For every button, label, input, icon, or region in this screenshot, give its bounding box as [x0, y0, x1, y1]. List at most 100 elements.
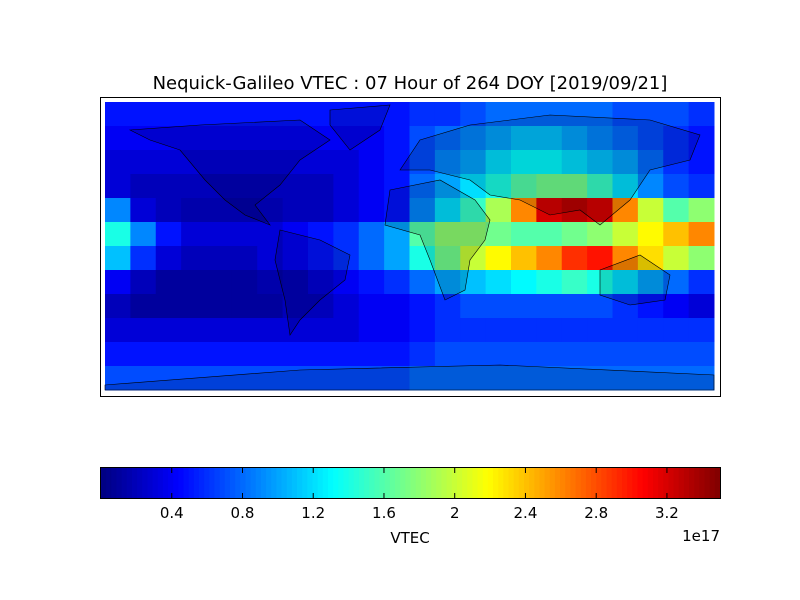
colorbar-swatch	[410, 468, 417, 498]
heatmap-cell	[206, 294, 233, 319]
heatmap-cell	[130, 174, 157, 199]
heatmap-cell	[637, 222, 664, 247]
heatmap-cell	[460, 102, 487, 127]
heatmap-cell	[282, 198, 309, 223]
heatmap-cell	[409, 366, 436, 391]
colorbar-swatch	[291, 468, 298, 498]
colorbar-swatch	[503, 468, 510, 498]
coastlines	[104, 104, 715, 391]
heatmap-cell	[663, 102, 690, 127]
heatmap-cell	[536, 150, 563, 175]
heatmap-cell	[206, 342, 233, 367]
heatmap-cell	[688, 102, 715, 127]
colorbar-swatch	[585, 468, 592, 498]
heatmap-cell	[409, 222, 436, 247]
heatmap-cell	[460, 318, 487, 343]
colorbar-swatch	[673, 468, 680, 498]
colorbar-swatch	[632, 468, 638, 498]
heatmap-cell	[308, 318, 334, 343]
heatmap-cell	[257, 294, 284, 319]
colorbar-swatch	[137, 468, 143, 498]
colorbar-swatch	[116, 468, 123, 498]
heatmap-cell	[409, 318, 436, 343]
heatmap-cell	[688, 246, 715, 271]
colorbar-swatch	[199, 468, 205, 498]
heatmap-cell	[511, 150, 537, 175]
heatmap-cell	[181, 342, 207, 367]
heatmap-cell	[105, 198, 131, 223]
heatmap-cell	[612, 342, 639, 367]
colorbar-swatch	[652, 468, 659, 498]
heatmap-cell	[637, 342, 664, 367]
heatmap-cell	[409, 342, 436, 367]
heatmap-cell	[231, 318, 258, 343]
heatmap-cell	[688, 126, 715, 151]
heatmap-cell	[231, 270, 258, 295]
heatmap-cell	[333, 102, 360, 127]
colorbar-swatch	[204, 468, 210, 498]
colorbar-swatch	[250, 468, 257, 498]
heatmap-cell	[637, 246, 664, 271]
continent	[329, 104, 391, 151]
heatmap-cell	[105, 270, 131, 295]
heatmap-cell	[612, 294, 639, 319]
colorbar-tick-label: 3.2	[655, 504, 679, 522]
heatmap-cell	[333, 294, 360, 319]
heatmap-cell	[181, 222, 207, 247]
colorbar-swatch	[714, 468, 721, 498]
heatmap-cell	[206, 246, 233, 271]
colorbar-swatch	[333, 468, 339, 498]
colorbar-swatch	[131, 468, 138, 498]
heatmap-cell	[612, 270, 639, 295]
heatmap-cell	[384, 102, 410, 127]
heatmap-cell	[409, 174, 436, 199]
colorbar-swatch	[353, 468, 360, 498]
heatmap-cell	[257, 342, 284, 367]
heatmap-cell	[231, 366, 258, 391]
heatmap-cell	[587, 342, 613, 367]
heatmap-cell	[257, 246, 284, 271]
colorbar-swatch	[523, 468, 530, 498]
heatmap-cell	[333, 342, 360, 367]
colorbar-swatch	[549, 468, 556, 498]
heatmap-cell	[434, 102, 461, 127]
colorbar-swatch	[462, 468, 468, 498]
colorbar-swatch	[467, 468, 473, 498]
heatmap-cell	[155, 174, 182, 199]
heatmap-cell	[231, 222, 258, 247]
heatmap-cell	[333, 198, 360, 223]
heatmap-cell	[206, 126, 233, 151]
heatmap-cell	[485, 270, 512, 295]
heatmap-cell	[308, 102, 334, 127]
heatmap-cell	[181, 198, 207, 223]
colorbar-swatch	[266, 468, 272, 498]
heatmap-cell	[130, 366, 157, 391]
colorbar-swatch	[379, 468, 386, 498]
heatmap-cell	[688, 318, 715, 343]
heatmap-cell	[358, 318, 385, 343]
heatmap-cell	[155, 366, 182, 391]
heatmap-cell	[587, 126, 613, 151]
heatmap-cell	[663, 270, 690, 295]
colorbar-tick-label: 0.4	[160, 504, 184, 522]
heatmap-cell	[460, 366, 487, 391]
heatmap-cell	[460, 342, 487, 367]
colorbar-swatch	[317, 468, 324, 498]
colorbar-swatch	[420, 468, 427, 498]
heatmap-cell	[587, 222, 613, 247]
heatmap-cell	[536, 270, 563, 295]
heatmap-cell	[308, 294, 334, 319]
colorbar-swatch	[431, 468, 437, 498]
heatmap-cell	[434, 318, 461, 343]
colorbar-tick-label: 1.2	[301, 504, 325, 522]
colorbar-swatch	[193, 468, 200, 498]
colorbar-swatch	[508, 468, 515, 498]
colorbar-swatch	[245, 468, 252, 498]
colorbar-swatch	[395, 468, 401, 498]
heatmap-cell	[130, 342, 157, 367]
heatmap-cell	[206, 222, 233, 247]
colorbar-swatch	[570, 468, 577, 498]
heatmap-cell	[308, 150, 334, 175]
heatmap-cell	[257, 222, 284, 247]
heatmap-cell	[663, 318, 690, 343]
